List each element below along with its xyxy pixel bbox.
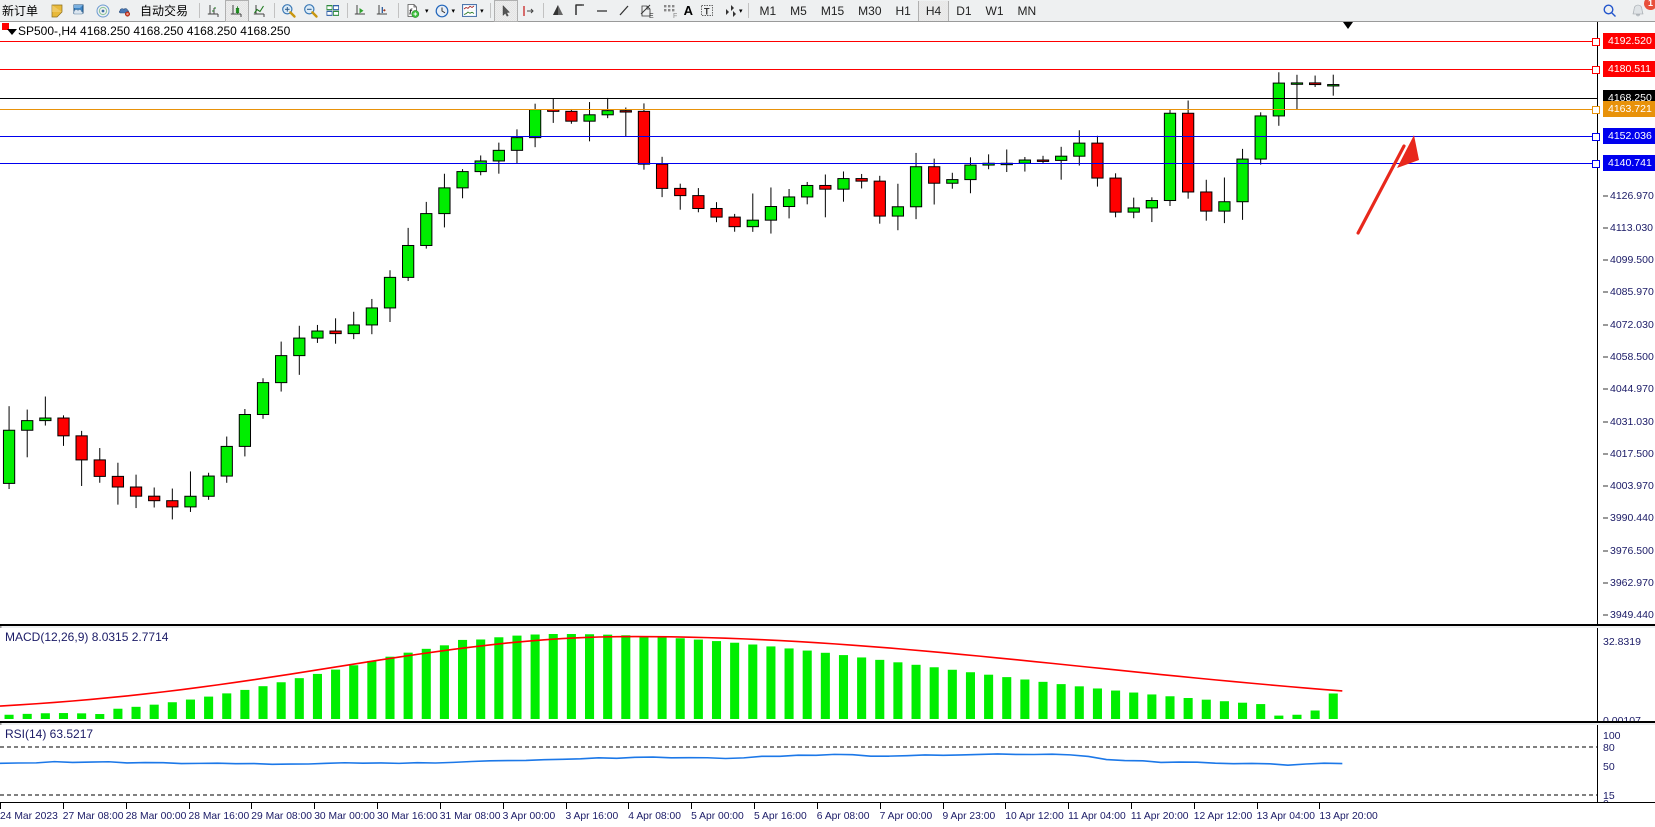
svg-text:F: F — [673, 13, 677, 19]
svg-text:T: T — [704, 6, 710, 16]
svg-text:E: E — [649, 13, 654, 19]
